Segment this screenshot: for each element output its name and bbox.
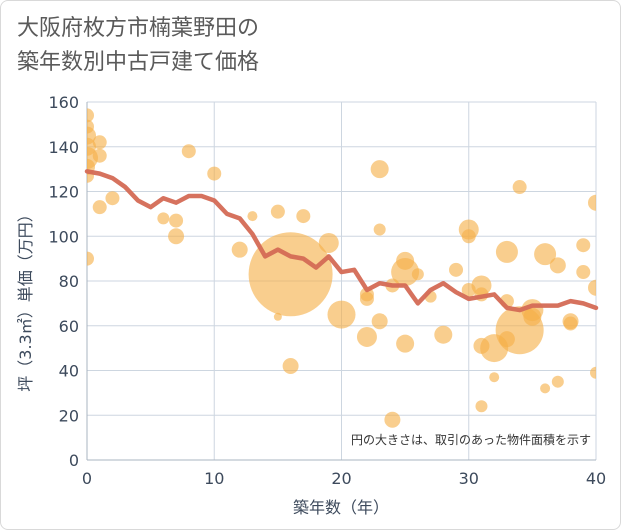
bubble-point [563, 316, 578, 331]
bubble-point [523, 307, 542, 326]
grid-lines [86, 101, 597, 461]
bubble-point [87, 108, 94, 123]
average-price-line [84, 169, 599, 313]
bubble-point [449, 262, 464, 277]
bubble-point [87, 251, 94, 266]
bubble-point [384, 411, 401, 428]
bubble-point [396, 251, 415, 270]
x-tick-label: 20 [331, 469, 351, 488]
bubble-point [270, 204, 285, 219]
y-tick-label: 20 [59, 406, 79, 425]
bubble-point [169, 213, 184, 228]
y-tick-label: 60 [59, 317, 79, 336]
bubble-point [434, 325, 453, 344]
bubble-point [588, 279, 596, 296]
chart-title-line-1: 大阪府枚方市楠葉野田の [17, 16, 260, 41]
x-tick-label: 10 [204, 469, 224, 488]
bubble-point [296, 209, 311, 224]
bubble-point [576, 265, 591, 280]
x-axis-label: 築年数（年） [293, 498, 389, 517]
bubble-point [92, 200, 107, 215]
bubble-point [207, 166, 222, 181]
bubble-point [549, 257, 566, 274]
bubble-point [247, 211, 258, 222]
axis-ticks: 0 20 40 60 80 100 120 140 160 0 10 20 30 40 [48, 93, 606, 488]
y-tick-label: 140 [48, 138, 79, 157]
bubble-point [495, 240, 518, 263]
bubble-point [92, 135, 107, 150]
y-tick-label: 120 [48, 183, 79, 202]
bubble-point [396, 334, 415, 353]
bubble-point [373, 223, 386, 236]
chart-title-line-2: 築年数別中古戸建て価格 [17, 50, 260, 75]
bubble-point [356, 326, 377, 347]
bubble-point [105, 191, 120, 206]
bubble-point [588, 194, 596, 211]
bubble-point [551, 375, 564, 388]
bubble-point [489, 372, 500, 383]
y-tick-label: 40 [59, 362, 79, 381]
bubble-point [359, 291, 374, 306]
bubble-point [318, 232, 339, 253]
y-axis-label: 坪（3.3㎡）単価（万円） [16, 206, 35, 391]
bubble-point [168, 228, 185, 245]
y-tick-label: 100 [48, 227, 79, 246]
bubble-point [576, 238, 591, 253]
bubble-point [92, 148, 107, 163]
bubble-point [231, 241, 248, 258]
x-tick-label: 0 [82, 469, 92, 488]
trend-line-layer [84, 169, 599, 313]
bubble-point [534, 243, 557, 266]
bubble-point [327, 300, 356, 329]
bubble-point [475, 400, 488, 413]
x-tick-label: 40 [586, 469, 606, 488]
bubble-point [512, 180, 527, 195]
bubble-point [371, 313, 388, 330]
bubble-point [157, 212, 170, 225]
bubble-point [590, 366, 596, 379]
bubble-point [181, 144, 196, 159]
bubble-point [461, 229, 476, 244]
x-tick-label: 30 [459, 469, 479, 488]
bubble-point [282, 358, 299, 375]
y-tick-label: 160 [48, 93, 79, 112]
bubble-point [540, 383, 551, 394]
bubble-point [411, 268, 424, 281]
y-tick-label: 0 [69, 451, 79, 470]
bubble-point [370, 160, 389, 179]
chart-title: 大阪府枚方市楠葉野田の 築年数別中古戸建て価格 [17, 12, 259, 80]
bubble-size-note: 円の大きさは、取引のあった物件面積を示す [351, 432, 591, 447]
y-tick-label: 80 [59, 272, 79, 291]
